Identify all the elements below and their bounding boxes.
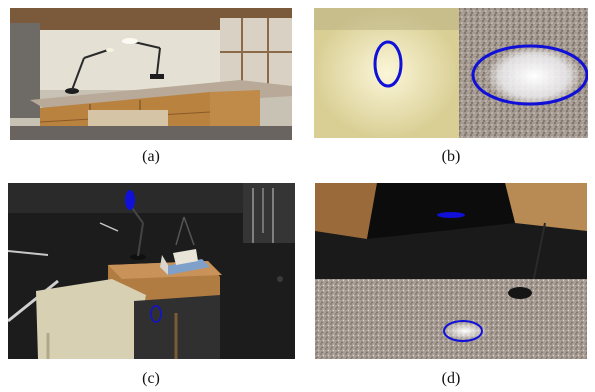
highlight-marker-left [373,40,403,88]
highlight-marker-right [471,44,588,106]
panel-b-label: (b) [441,148,461,165]
highlight-marker-ceiling [437,212,465,218]
panel-d-photo [315,183,587,359]
highlight-marker-table [150,305,162,323]
highlight-marker-counter [443,320,483,342]
panel-d-label: (d) [441,370,461,387]
panel-b-photo [314,8,588,138]
panel-a-photo [10,8,292,140]
panel-a-label: (a) [142,148,160,165]
panel-c-label: (c) [142,370,160,387]
highlight-marker-lamp [125,190,135,210]
panel-c-photo [8,183,295,359]
